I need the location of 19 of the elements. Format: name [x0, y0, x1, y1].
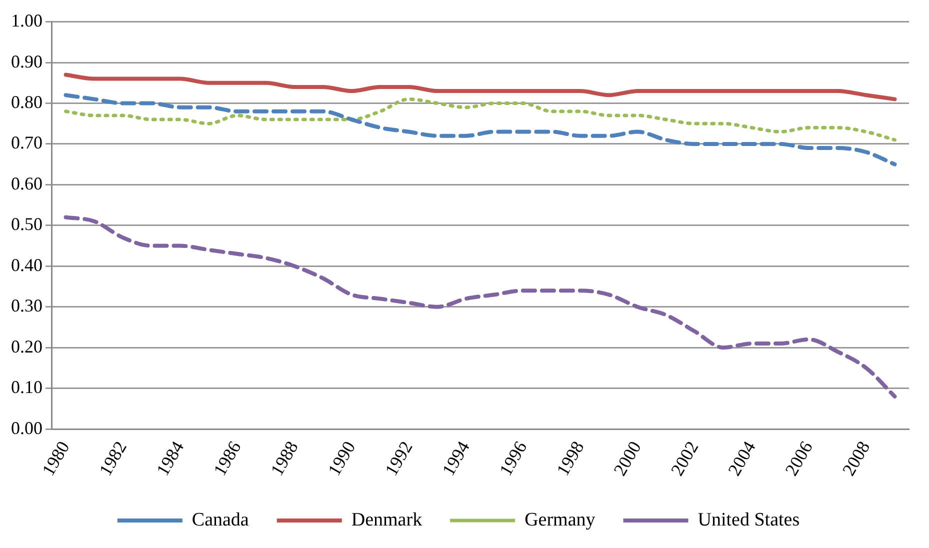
legend-label: Denmark [351, 509, 423, 530]
legend-label: Canada [192, 509, 250, 530]
y-tick-label: 0.60 [11, 173, 42, 194]
y-tick-label: 0.80 [11, 92, 42, 112]
y-tick-label: 1.00 [11, 10, 42, 31]
y-tick-label: 0.30 [11, 296, 42, 316]
line-series [64, 215, 897, 398]
line-series [64, 93, 897, 166]
y-tick-label: 0.00 [11, 418, 42, 438]
y-tick-label: 0.40 [11, 254, 42, 275]
y-tick-label: 0.50 [11, 214, 42, 234]
y-tick-label: 0.20 [11, 336, 42, 356]
y-tick-label: 0.90 [11, 51, 42, 72]
legend-label: Germany [524, 509, 596, 530]
line-series [64, 72, 897, 102]
y-tick-label: 0.70 [11, 132, 42, 153]
line-series [64, 97, 896, 142]
legend-label: United States [698, 509, 800, 530]
y-tick-label: 0.10 [11, 377, 42, 398]
